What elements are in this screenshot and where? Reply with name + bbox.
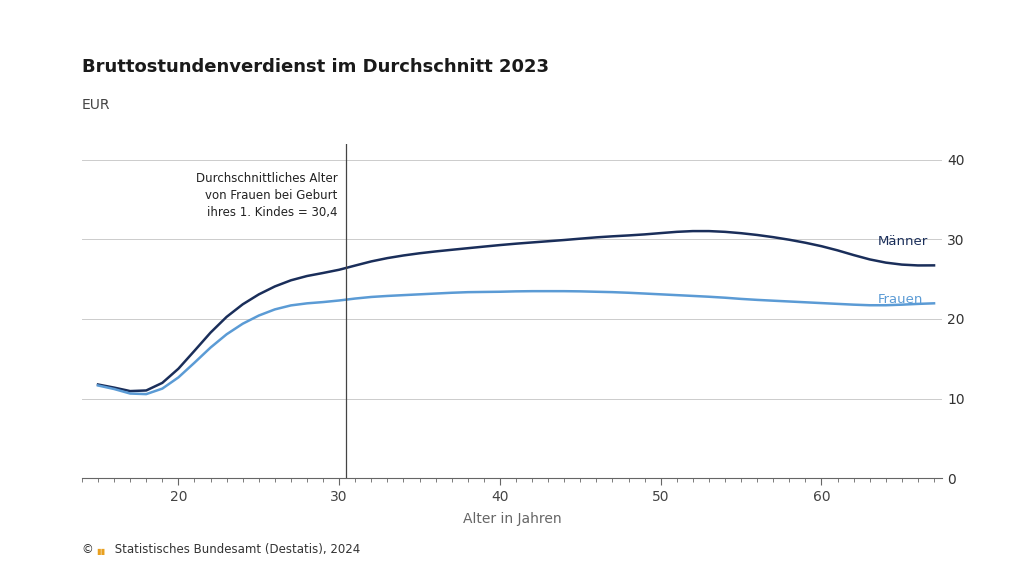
Text: ©: © xyxy=(82,543,97,556)
Text: Frauen: Frauen xyxy=(878,293,924,306)
X-axis label: Alter in Jahren: Alter in Jahren xyxy=(463,512,561,526)
Text: Durchschnittliches Alter
von Frauen bei Geburt
ihres 1. Kindes = 30,4: Durchschnittliches Alter von Frauen bei … xyxy=(196,172,338,219)
Text: Männer: Männer xyxy=(878,234,928,248)
Text: Bruttostundenverdienst im Durchschnitt 2023: Bruttostundenverdienst im Durchschnitt 2… xyxy=(82,58,549,75)
Text: ▮▮: ▮▮ xyxy=(96,547,105,556)
Text: Statistisches Bundesamt (Destatis), 2024: Statistisches Bundesamt (Destatis), 2024 xyxy=(111,543,359,556)
Text: EUR: EUR xyxy=(82,98,111,112)
